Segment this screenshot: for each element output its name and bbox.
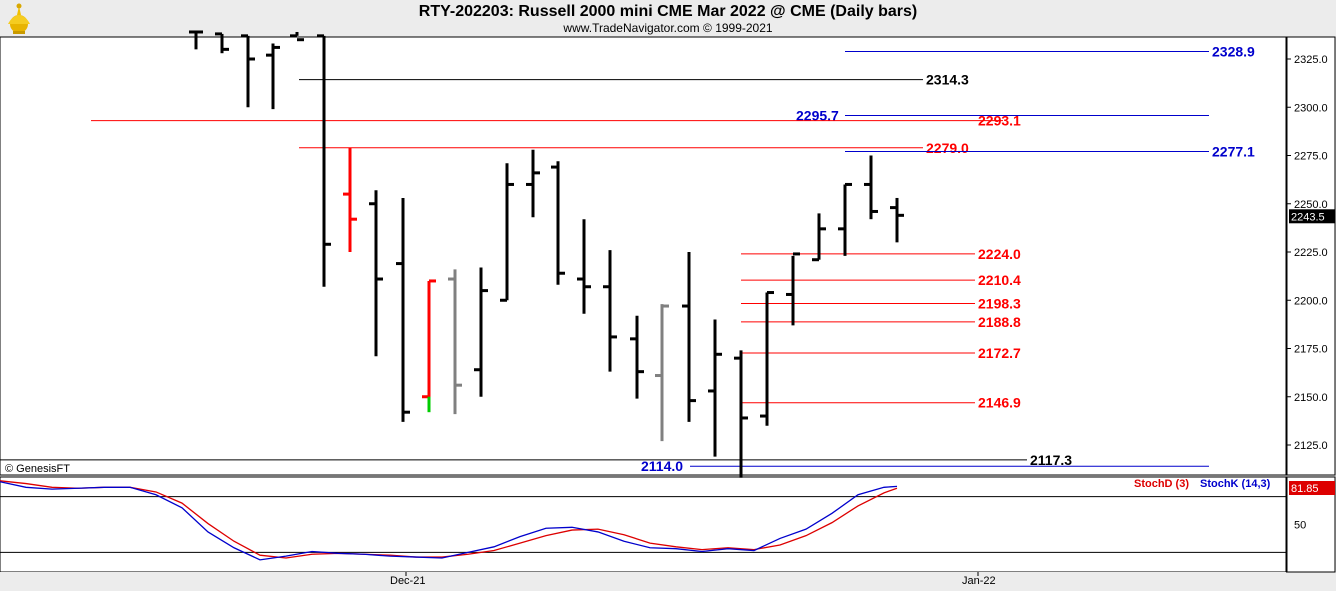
level-label: 2277.1 (1212, 143, 1255, 159)
ohlc-bar (760, 291, 774, 426)
ohlc-bar (189, 30, 203, 50)
price-axis-tick-label: 2200.0 (1294, 295, 1328, 307)
chart-title: RTY-202203: Russell 2000 mini CME Mar 20… (418, 3, 918, 20)
level-label: 2198.3 (978, 296, 1021, 312)
date-axis-tick-label: Jan-22 (962, 575, 996, 587)
price-axis-tick-label: 2250.0 (1294, 199, 1328, 211)
ohlc-bar (708, 319, 722, 457)
level-label: 2117.3 (1030, 452, 1072, 468)
ohlc-bar (448, 269, 462, 415)
copyright-label: © GenesisFT (5, 463, 70, 475)
level-label: 2279.0 (926, 140, 969, 156)
ohlc-bar (682, 252, 696, 422)
ohlc-bar (630, 315, 644, 399)
level-label: 2328.9 (1212, 43, 1255, 59)
ohlc-bar (655, 304, 669, 442)
level-label: 2188.8 (978, 314, 1021, 330)
price-axis-tick-label: 2325.0 (1294, 54, 1328, 66)
stochastic-indicator: StochD (3) StochK (14,3) 81.85 50 (0, 478, 1335, 561)
last-price-box (1289, 209, 1335, 224)
price-axis-tick-label: 2150.0 (1294, 392, 1328, 404)
ohlc-bar (215, 32, 229, 54)
chart-subtitle: www.TradeNavigator.com © 1999-2021 (563, 21, 773, 35)
price-axis-tick-label: 2175.0 (1294, 344, 1328, 356)
ohlc-bar (500, 163, 514, 302)
price-axis-tick-label: 2225.0 (1294, 247, 1328, 259)
ohlc-bar (864, 155, 878, 220)
price-axis-tick-label: 2125.0 (1294, 440, 1328, 452)
price-axis-tick-label: 2300.0 (1294, 102, 1328, 114)
stochK-line (0, 481, 898, 561)
last-price-label: 2243.5 (1291, 211, 1325, 223)
level-label: 2210.4 (978, 272, 1021, 288)
ohlc-bar (551, 161, 565, 285)
ohlc-bar (290, 31, 304, 42)
level-label: 2314.3 (926, 72, 969, 88)
chart-header: RTY-202203: Russell 2000 mini CME Mar 20… (0, 0, 1336, 37)
stoch-axis-tick-label: 50 (1294, 520, 1306, 532)
stochD-legend: StochD (3) (1134, 478, 1189, 490)
ohlc-bar (266, 43, 280, 110)
ohlc-bar (526, 149, 540, 218)
ohlc-bar (603, 250, 617, 372)
date-axis (0, 572, 1286, 590)
ohlc-bar (577, 219, 591, 314)
ohlc-bar (786, 252, 800, 326)
price-axis-tick-label: 2275.0 (1294, 151, 1328, 163)
genie-lamp-logo-icon (8, 3, 30, 34)
level-label: 2293.1 (978, 113, 1021, 129)
ohlc-bar (241, 34, 255, 108)
ohlc-bar (734, 350, 748, 478)
ohlc-bar (369, 190, 383, 357)
stochK-legend: StochK (14,3) (1200, 478, 1271, 490)
ohlc-bar (474, 267, 488, 397)
date-axis-ticks: Dec-21 Jan-22 (390, 572, 996, 587)
ohlc-bars (189, 30, 904, 478)
ohlc-bar (396, 197, 410, 422)
stoch-value-label: 81.85 (1291, 483, 1319, 495)
price-axis (1286, 36, 1336, 476)
stochastic-panel (0, 476, 1287, 573)
ohlc-bar (838, 182, 852, 256)
level-label: 2295.7 (796, 108, 839, 124)
ohlc-bar (317, 34, 331, 287)
date-axis-tick-label: Dec-21 (390, 575, 425, 587)
level-label: 2114.0 (641, 458, 683, 474)
stoch-value-box (1289, 481, 1335, 495)
ohlc-bar (890, 197, 904, 243)
level-label: 2172.7 (978, 345, 1021, 361)
price-panel (0, 36, 1287, 476)
level-label: 2224.0 (978, 246, 1021, 262)
level-label: 2146.9 (978, 395, 1021, 411)
price-levels: 2328.9 2314.3 2295.7 2293.1 2279.0 2277.1 2224… (0, 43, 1255, 474)
ohlc-bar (812, 213, 826, 262)
ohlc-bar (343, 147, 357, 252)
price-axis-ticks: 2325.0 2300.0 2275.0 2250.0 2225.0 2200.0 2175… (1287, 54, 1335, 452)
